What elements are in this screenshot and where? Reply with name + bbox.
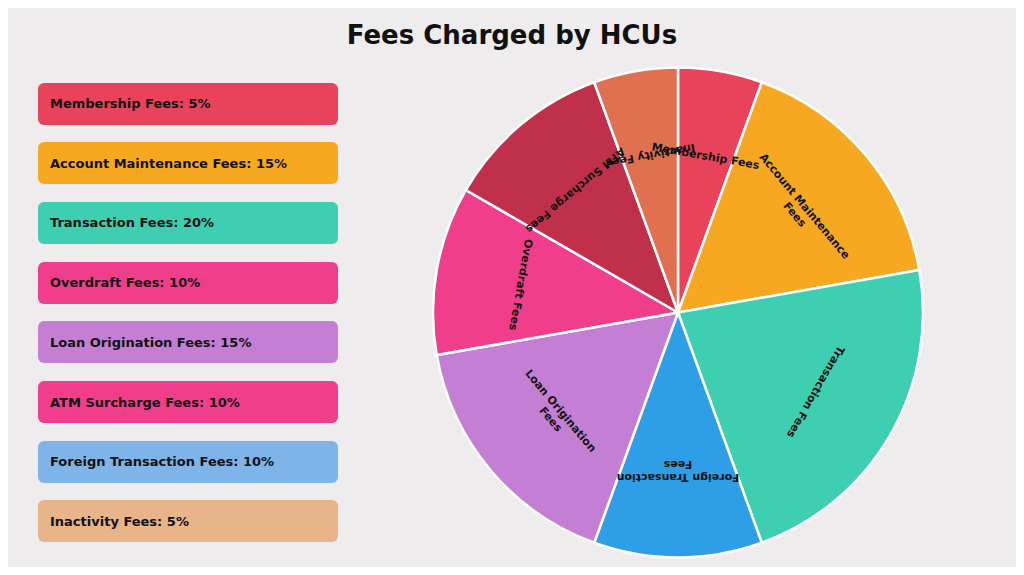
svg-text:Foreign TransactionFees: Foreign TransactionFees: [617, 459, 740, 485]
html-text:Transaction Fees: 20%: Transaction Fees: 20%: [50, 215, 214, 231]
html-text:Overdraft Fees: 10%: Overdraft Fees: 10%: [50, 275, 201, 291]
html-text:Fees Charged by HCUs: Fees Charged by HCUs: [346, 20, 678, 50]
svg-text:Membership Fees: Membership Fees: [650, 139, 761, 172]
html-text:Inactivity Fees: 5%: Inactivity Fees: 5%: [50, 513, 189, 529]
svg-text:Transaction Fees: Transaction Fees: [784, 344, 848, 441]
svg-text:Account MaintenanceFees: Account MaintenanceFees: [747, 151, 853, 270]
html-text:Foreign Transaction Fees: 10%: Foreign Transaction Fees: 10%: [50, 454, 275, 470]
svg-text:Loan OriginationFees: Loan OriginationFees: [513, 367, 599, 463]
svg-text:Inactivity Fees: Inactivity Fees: [604, 141, 696, 170]
svg-text:ATM Surcharge Fees: ATM Surcharge Fees: [523, 145, 629, 236]
svg-text:Overdraft Fees: Overdraft Fees: [507, 238, 536, 332]
html-text:Loan Origination Fees: 15%: Loan Origination Fees: 15%: [50, 334, 252, 350]
html-text:Account Maintenance Fees: 15%: Account Maintenance Fees: 15%: [50, 155, 287, 171]
html-text:Membership Fees: 5%: Membership Fees: 5%: [50, 96, 211, 111]
html-text:ATM Surcharge Fees: 10%: ATM Surcharge Fees: 10%: [50, 394, 240, 410]
